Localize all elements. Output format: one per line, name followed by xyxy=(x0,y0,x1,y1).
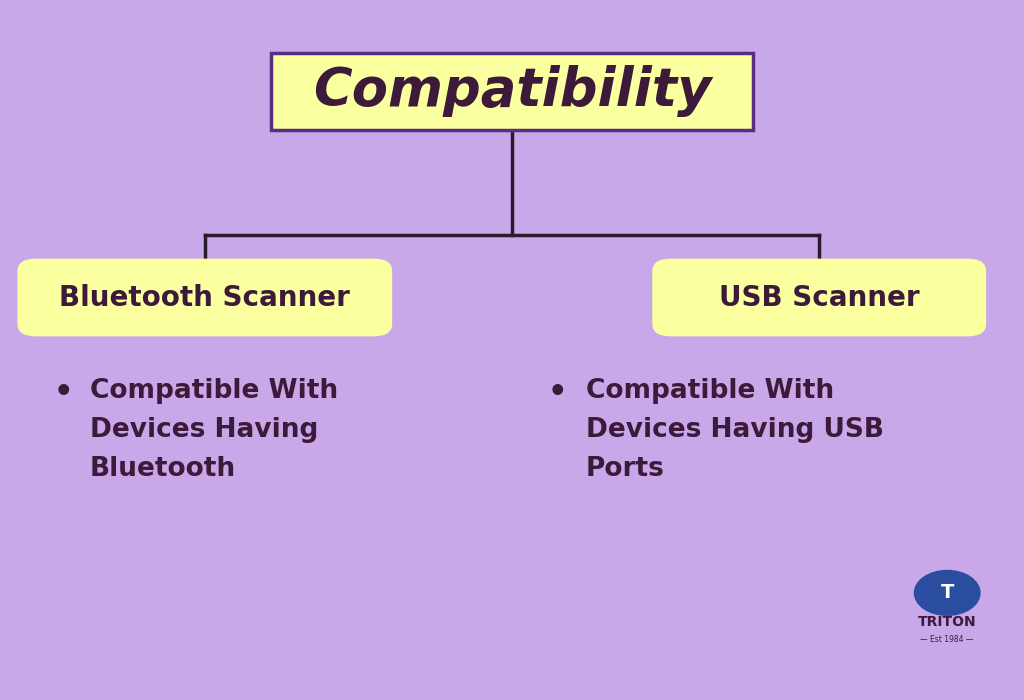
Text: •: • xyxy=(53,378,73,407)
Text: Bluetooth Scanner: Bluetooth Scanner xyxy=(59,284,350,312)
Text: — Est 1984 —: — Est 1984 — xyxy=(921,635,974,643)
FancyBboxPatch shape xyxy=(17,259,392,336)
Circle shape xyxy=(914,570,980,615)
Text: TRITON: TRITON xyxy=(918,615,977,629)
Text: USB Scanner: USB Scanner xyxy=(719,284,920,312)
Text: Compatible With
Devices Having
Bluetooth: Compatible With Devices Having Bluetooth xyxy=(90,378,338,482)
FancyBboxPatch shape xyxy=(271,52,753,130)
Text: •: • xyxy=(548,378,567,407)
Text: T: T xyxy=(940,583,954,603)
FancyBboxPatch shape xyxy=(652,259,986,336)
Text: Compatible With
Devices Having USB
Ports: Compatible With Devices Having USB Ports xyxy=(586,378,884,482)
Text: Compatibility: Compatibility xyxy=(312,65,712,117)
